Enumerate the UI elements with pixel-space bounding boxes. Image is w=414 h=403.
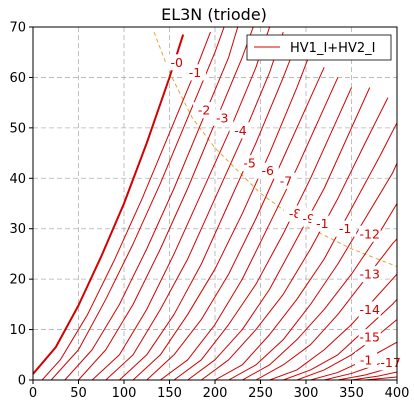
series-line (365, 376, 397, 380)
x-tick-label: 200 (203, 386, 228, 401)
curve-label: -6 (262, 163, 275, 178)
series-line (296, 319, 397, 380)
curve-label-bg (211, 109, 234, 126)
x-tick-label: 100 (112, 386, 137, 401)
series-line (214, 122, 397, 380)
x-tick-label: 400 (385, 386, 410, 401)
curve-label-bg (358, 301, 381, 318)
curve-label: -3 (216, 110, 228, 125)
curve-label-bg (334, 220, 357, 237)
y-tick-label: 10 (9, 323, 26, 338)
series-line (351, 371, 397, 380)
max-dissipation-curve (153, 31, 397, 268)
series-line (269, 273, 397, 380)
series-line (132, 52, 312, 380)
x-tick-label: 150 (157, 386, 182, 401)
series-line (255, 238, 397, 380)
curve-label: -15 (359, 330, 379, 345)
series-line (64, 27, 239, 380)
curve-label-bg (193, 102, 216, 119)
series-line (105, 31, 284, 380)
x-tick-label: 350 (339, 386, 364, 401)
y-tick-label: 40 (9, 172, 26, 187)
x-tick-label: 250 (248, 386, 273, 401)
curve-label: -14 (359, 302, 379, 317)
curve-label-bg (358, 266, 381, 283)
x-tick-label: 0 (29, 386, 37, 401)
curve-labels: -0-1-2-3-4-5-6-7-8 -9 -1 -1 -12-13-14-15-1 -1… (165, 54, 402, 371)
grid (33, 27, 397, 380)
curve-label: -5 (243, 156, 255, 171)
curve-label: -7 (280, 173, 292, 188)
curve-label-bg (358, 225, 381, 242)
series-line (50, 27, 225, 380)
curve-label: -12 (359, 226, 379, 241)
curve-label-bg (274, 172, 297, 189)
y-tick-label: 70 (9, 21, 26, 36)
y-tick-label: 0 (18, 374, 26, 389)
series-line (91, 27, 271, 380)
curve-label-bg (358, 329, 381, 346)
curve-label-bg (238, 155, 261, 172)
x-tick-label: 300 (294, 386, 319, 401)
curve-label: -1 (316, 216, 328, 231)
series-line (201, 97, 389, 380)
x-tick-label: 50 (70, 386, 87, 401)
series-line (78, 27, 254, 380)
curve-label-bg (183, 64, 206, 81)
curve-label-bg (379, 354, 402, 371)
y-tick-label: 20 (9, 273, 26, 288)
legend-label: HV1_I+HV2_I (290, 41, 375, 56)
curve-label: -4 (234, 123, 247, 138)
curve-label: -2 (198, 103, 210, 118)
series-line (283, 298, 397, 380)
curve-label: -17 (380, 355, 400, 370)
curve-label-bg (355, 351, 378, 368)
curve-label: -1 (339, 221, 351, 236)
series-line (228, 162, 397, 380)
y-tick-label: 60 (9, 71, 26, 86)
series-line (187, 87, 371, 380)
ticks: 0 50 100 150 200 250 300 350 400 0 10 20 30 40 50 60 70 (9, 21, 409, 402)
curve-label: -1 (189, 65, 201, 80)
legend: HV1_I+HV2_I (246, 34, 392, 61)
curve-label: -0 (171, 55, 184, 70)
series-line (146, 67, 325, 380)
series-line (33, 34, 185, 375)
series-line (119, 41, 298, 380)
curve-label-bg (229, 122, 252, 139)
series-line (160, 77, 339, 380)
curve-label: -1 (360, 352, 372, 367)
chart-title: EL3N (triode) (161, 5, 267, 24)
y-tick-label: 50 (9, 121, 26, 136)
curve-label: -13 (359, 267, 379, 282)
y-tick-label: 30 (9, 222, 26, 237)
curve-label-bg (311, 215, 334, 232)
curve-label-bg (256, 162, 279, 179)
series-line (173, 87, 352, 380)
curve-label-bg (165, 54, 188, 71)
